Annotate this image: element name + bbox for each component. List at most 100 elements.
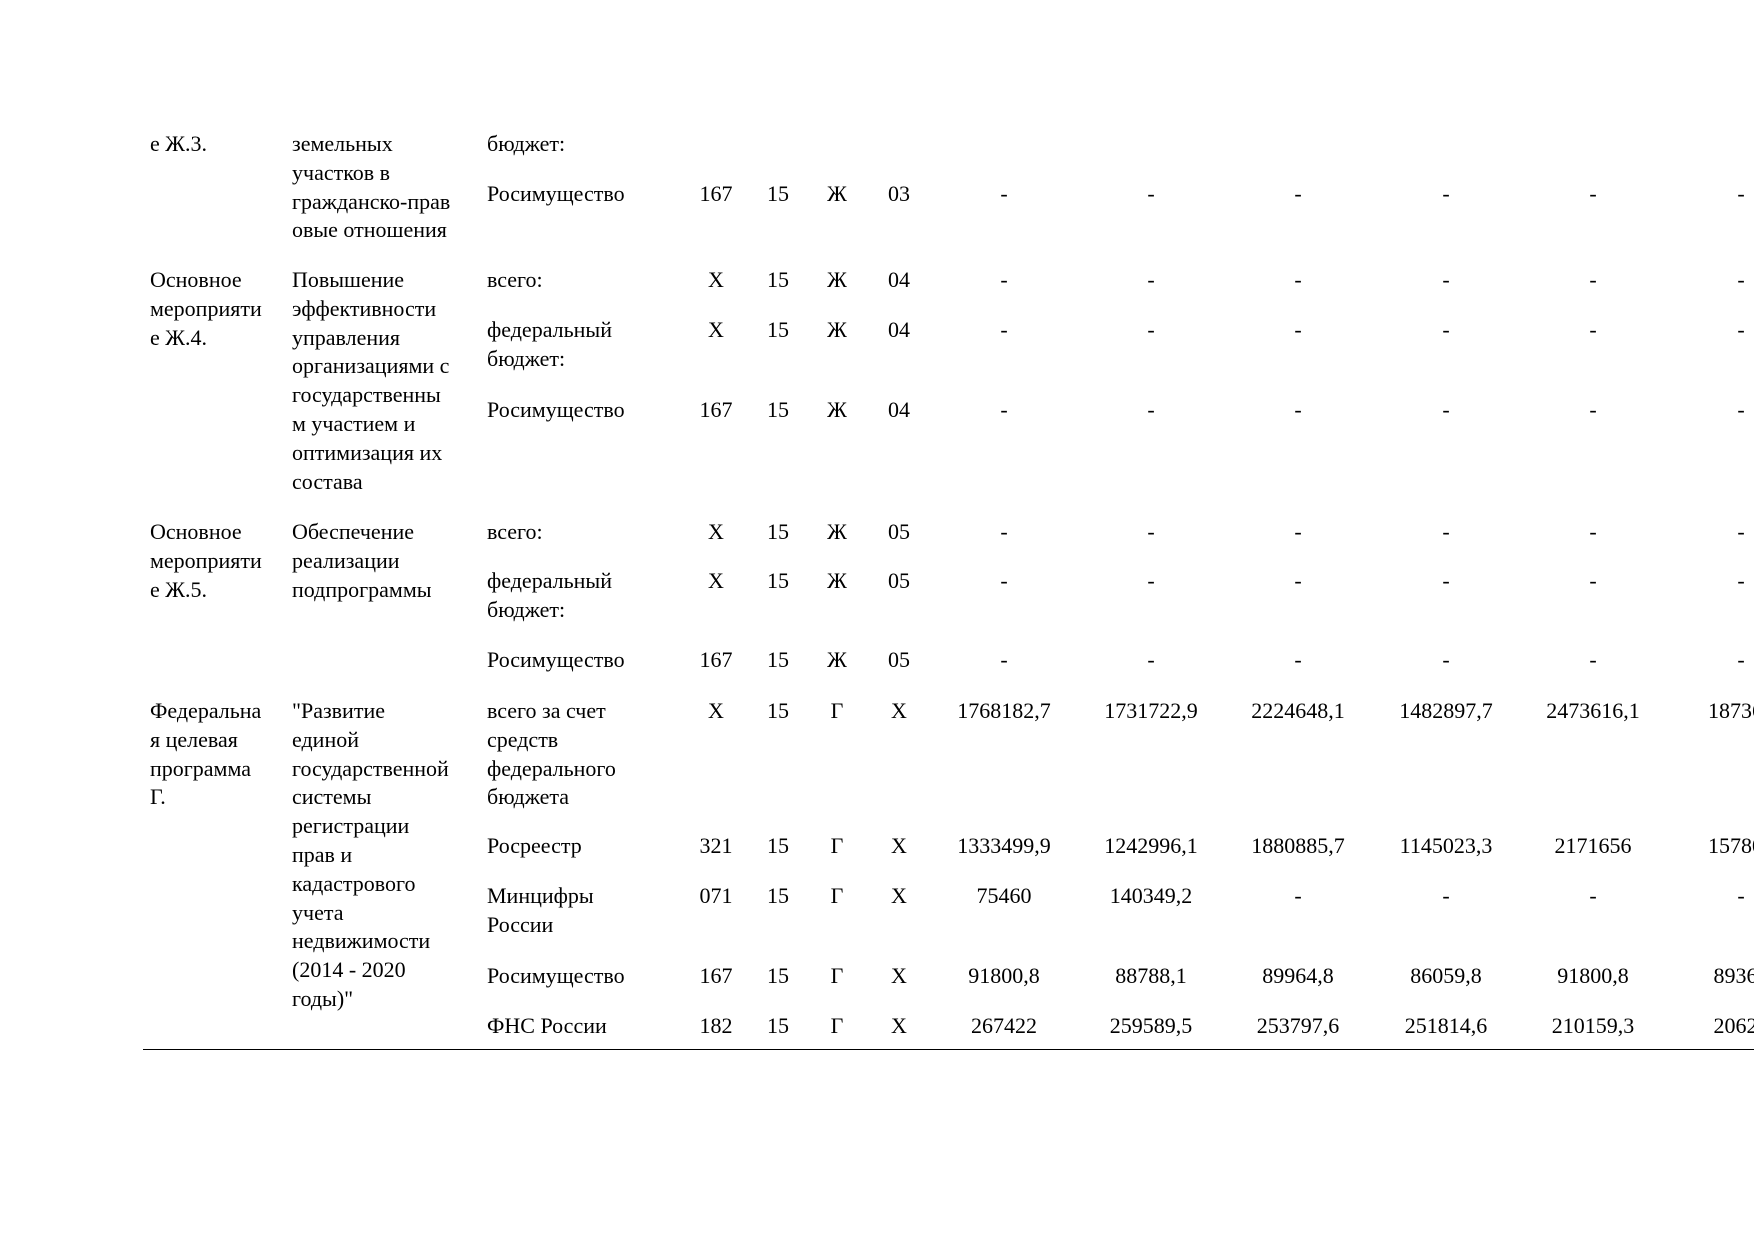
amount-value: 20628 xyxy=(1713,1013,1754,1038)
amount-value: - xyxy=(1442,568,1450,593)
budget-code: Ж xyxy=(827,647,847,672)
amount-value: - xyxy=(1737,397,1745,422)
budget-code: Г xyxy=(830,1013,844,1038)
budget-code: Х xyxy=(708,317,724,342)
item-name: Повышение эффективности управления орган… xyxy=(292,267,450,494)
item-name: Обеспечение реализации подпрограммы xyxy=(292,519,432,602)
budget-code: 04 xyxy=(888,397,910,422)
amount-value: 1880885,7 xyxy=(1251,833,1345,858)
amount-value: - xyxy=(1147,519,1155,544)
amount-value: - xyxy=(1737,267,1745,292)
budget-code: 167 xyxy=(699,963,733,988)
budget-code: 071 xyxy=(699,883,733,908)
budget-code: Ж xyxy=(827,568,847,593)
amount-value: 88788,1 xyxy=(1115,963,1187,988)
amount-value: 259589,5 xyxy=(1109,1013,1193,1038)
budget-code: 15 xyxy=(767,519,789,544)
item-code: Основное мероприяти е Ж.4. xyxy=(150,267,262,350)
amount-value: - xyxy=(1737,317,1745,342)
amount-value: 86059,8 xyxy=(1410,963,1482,988)
funding-source: ФНС России xyxy=(487,1013,607,1038)
amount-value: - xyxy=(1442,181,1450,206)
item-code: е Ж.3. xyxy=(150,131,207,156)
budget-code: 15 xyxy=(767,317,789,342)
amount-value: 1731722,9 xyxy=(1104,698,1198,723)
budget-code: 15 xyxy=(767,698,789,723)
amount-value: 140349,2 xyxy=(1109,883,1193,908)
budget-code: Х xyxy=(891,883,907,908)
budget-code: 05 xyxy=(888,647,910,672)
budget-code: 15 xyxy=(767,883,789,908)
amount-value: - xyxy=(1442,647,1450,672)
amount-value: - xyxy=(1147,397,1155,422)
amount-value: - xyxy=(1737,519,1745,544)
amount-value: - xyxy=(1589,883,1597,908)
funding-source: всего за счет средств федерального бюдже… xyxy=(487,698,616,810)
budget-code: 167 xyxy=(699,181,733,206)
funding-source: бюджет: xyxy=(487,131,566,156)
budget-code: 321 xyxy=(699,833,733,858)
budget-code: 167 xyxy=(699,397,733,422)
budget-code: 04 xyxy=(888,267,910,292)
amount-value: 267422 xyxy=(971,1013,1037,1038)
funding-source: Росимущество xyxy=(487,963,625,988)
amount-value: 251814,6 xyxy=(1404,1013,1488,1038)
item-name: земельных участков в гражданско-прав овы… xyxy=(292,131,451,243)
amount-value: - xyxy=(1589,519,1597,544)
budget-code: Х xyxy=(708,519,724,544)
amount-value: - xyxy=(1000,519,1008,544)
amount-value: 89964,8 xyxy=(1262,963,1334,988)
amount-value: - xyxy=(1442,397,1450,422)
amount-value: - xyxy=(1147,568,1155,593)
funding-source: Минцифры России xyxy=(487,883,594,937)
budget-code: Г xyxy=(830,963,844,988)
amount-value: 2171656 xyxy=(1554,833,1632,858)
amount-value: 91800,8 xyxy=(968,963,1040,988)
amount-value: - xyxy=(1294,568,1302,593)
budget-code: 03 xyxy=(888,181,910,206)
budget-code: Х xyxy=(708,698,724,723)
amount-value: 2224648,1 xyxy=(1251,698,1345,723)
amount-value: 1145023,3 xyxy=(1399,833,1493,858)
amount-value: - xyxy=(1000,568,1008,593)
amount-value: 157803 xyxy=(1708,833,1754,858)
amount-value: - xyxy=(1294,317,1302,342)
amount-value: - xyxy=(1442,267,1450,292)
funding-source: федеральный бюджет: xyxy=(487,568,612,622)
amount-value: 210159,3 xyxy=(1551,1013,1635,1038)
amount-value: - xyxy=(1589,568,1597,593)
amount-value: - xyxy=(1737,883,1745,908)
funding-source: Росимущество xyxy=(487,397,625,422)
amount-value: - xyxy=(1294,181,1302,206)
amount-value: - xyxy=(1000,317,1008,342)
budget-code: Х xyxy=(708,267,724,292)
amount-value: - xyxy=(1737,568,1745,593)
funding-source: Росимущество xyxy=(487,647,625,672)
budget-code: 05 xyxy=(888,519,910,544)
amount-value: - xyxy=(1442,519,1450,544)
amount-value: 2473616,1 xyxy=(1546,698,1640,723)
budget-code: Х xyxy=(891,833,907,858)
amount-value: 1482897,7 xyxy=(1399,698,1493,723)
table-bottom-rule xyxy=(143,1049,1754,1050)
funding-source: всего: xyxy=(487,519,543,544)
budget-code: Ж xyxy=(827,519,847,544)
budget-code: 167 xyxy=(699,647,733,672)
amount-value: - xyxy=(1589,267,1597,292)
budget-code: 04 xyxy=(888,317,910,342)
budget-code: 182 xyxy=(699,1013,733,1038)
budget-code: Х xyxy=(708,568,724,593)
amount-value: 91800,8 xyxy=(1557,963,1629,988)
amount-value: 1333499,9 xyxy=(957,833,1051,858)
amount-value: 75460 xyxy=(976,883,1032,908)
amount-value: 1242996,1 xyxy=(1104,833,1198,858)
budget-code: 15 xyxy=(767,397,789,422)
amount-value: - xyxy=(1589,181,1597,206)
budget-code: 15 xyxy=(767,833,789,858)
budget-code: Г xyxy=(830,698,844,723)
budget-code: Ж xyxy=(827,181,847,206)
funding-source: федеральный бюджет: xyxy=(487,317,612,371)
budget-code: Х xyxy=(891,963,907,988)
budget-code: 05 xyxy=(888,568,910,593)
amount-value: 1768182,7 xyxy=(957,698,1051,723)
